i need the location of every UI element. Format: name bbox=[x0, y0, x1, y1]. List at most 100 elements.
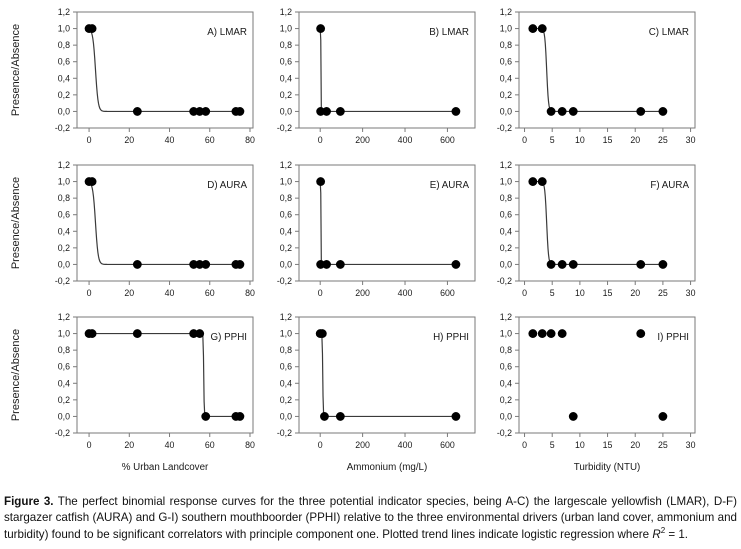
x-tick-label: 25 bbox=[658, 288, 668, 298]
data-point-absence bbox=[658, 260, 668, 269]
y-tick-label: 0,2 bbox=[58, 90, 70, 100]
x-tick-label: 60 bbox=[205, 440, 215, 450]
figure-caption: Figure 3. The perfect binomial response … bbox=[4, 494, 737, 543]
x-tick-label: 0 bbox=[318, 440, 323, 450]
data-point-absence bbox=[322, 107, 331, 116]
trend-line bbox=[532, 180, 663, 266]
y-tick-label: 0,0 bbox=[500, 106, 512, 116]
data-point-absence bbox=[132, 107, 142, 116]
panel-label: F) AURA bbox=[650, 180, 689, 191]
caption-figure-number: Figure 3. bbox=[4, 495, 54, 508]
caption-body-text: The perfect binomial response curves for… bbox=[4, 495, 737, 541]
caption-r-symbol: R bbox=[652, 527, 661, 541]
x-tick-label: 15 bbox=[603, 288, 613, 298]
data-point-absence bbox=[201, 107, 211, 116]
panel-label: G) PPHI bbox=[211, 332, 247, 343]
y-tick-label: 1,2 bbox=[500, 160, 512, 170]
data-point-presence bbox=[87, 177, 97, 186]
y-tick-label: 0,0 bbox=[58, 411, 70, 421]
y-tick-label: 1,2 bbox=[500, 312, 512, 322]
y-tick-label: -0,2 bbox=[55, 428, 70, 438]
y-tick-label: 1,2 bbox=[280, 312, 292, 322]
panel-label: C) LMAR bbox=[649, 27, 689, 38]
y-tick-label: -0,2 bbox=[277, 276, 292, 286]
x-tick-label: 20 bbox=[124, 135, 134, 145]
data-point-absence bbox=[201, 412, 211, 421]
y-tick-label: 0,8 bbox=[280, 193, 292, 203]
panel-g-pphi-plot: 1,2 1,0 0,8 0,6 0,4 0,2 0,0 -0,2 0 20 40 60 80 % Urba… bbox=[55, 312, 255, 473]
x-tick-label: 400 bbox=[398, 135, 413, 145]
plot-frame bbox=[298, 11, 476, 129]
trend-line bbox=[320, 332, 456, 418]
x-tick-label: 20 bbox=[124, 440, 134, 450]
y-tick-label: 1,0 bbox=[58, 329, 70, 339]
x-tick-label: 0 bbox=[522, 440, 527, 450]
plot-frame bbox=[76, 316, 254, 434]
y-tick-label: 0,2 bbox=[58, 243, 70, 253]
panel-label: D) AURA bbox=[207, 180, 247, 191]
data-point-presence bbox=[189, 329, 199, 338]
y-tick-label: 1,2 bbox=[280, 160, 292, 170]
y-tick-label: -0,2 bbox=[55, 276, 70, 286]
plot-frame bbox=[518, 164, 696, 282]
y-tick-label: 1,2 bbox=[58, 7, 70, 17]
x-tick-label: 0 bbox=[87, 288, 92, 298]
data-point-presence bbox=[546, 329, 556, 338]
data-point-absence bbox=[189, 107, 199, 116]
y-tick-label: 0,6 bbox=[500, 57, 512, 67]
y-tick-label: -0,2 bbox=[497, 428, 512, 438]
x-tick-label: 60 bbox=[205, 135, 215, 145]
y-tick-label: 0,8 bbox=[280, 345, 292, 355]
x-tick-label: 600 bbox=[440, 288, 455, 298]
x-axis-title: % Urban Landcover bbox=[122, 462, 209, 473]
panel-e-aura-plot: 1,2 1,0 0,8 0,6 0,4 0,2 0,0 -0,2 0 200 400 600 E) AU… bbox=[277, 160, 476, 298]
x-tick-label: 5 bbox=[550, 135, 555, 145]
data-point-absence bbox=[451, 412, 461, 421]
y-tick-label: 0,8 bbox=[500, 40, 512, 50]
data-point-presence bbox=[195, 329, 205, 338]
x-tick-label: 20 bbox=[124, 288, 134, 298]
panel-h-pphi-plot: 1,2 1,0 0,8 0,6 0,4 0,2 0,0 -0,2 0 200 400 600 Ammon… bbox=[277, 312, 476, 473]
plot-frame bbox=[298, 316, 476, 434]
data-point-absence bbox=[451, 260, 461, 269]
y-tick-label: 1,0 bbox=[280, 177, 292, 187]
y-tick-label: 1,2 bbox=[280, 7, 292, 17]
y-tick-label: 1,2 bbox=[58, 312, 70, 322]
y-tick-label: 0,2 bbox=[280, 395, 292, 405]
y-tick-label: 0,4 bbox=[58, 73, 70, 83]
x-tick-label: 400 bbox=[398, 288, 413, 298]
data-point-presence bbox=[636, 329, 646, 338]
x-tick-label: 0 bbox=[87, 135, 92, 145]
panel-label: I) PPHI bbox=[657, 332, 689, 343]
trend-line bbox=[319, 28, 456, 113]
x-tick-label: 15 bbox=[603, 440, 613, 450]
x-tick-label: 0 bbox=[522, 135, 527, 145]
panel-label: A) LMAR bbox=[207, 27, 247, 38]
y-axis-title-row-1: Presence/Absence bbox=[10, 23, 22, 117]
x-tick-label: 400 bbox=[398, 440, 413, 450]
y-tick-label: 0,0 bbox=[58, 106, 70, 116]
data-point-absence bbox=[658, 412, 668, 421]
x-tick-label: 200 bbox=[355, 440, 370, 450]
x-tick-label: 0 bbox=[318, 135, 323, 145]
data-point-presence bbox=[537, 24, 547, 33]
y-tick-label: 0,0 bbox=[500, 259, 512, 269]
plot-frame bbox=[76, 11, 254, 129]
y-tick-label: -0,2 bbox=[277, 428, 292, 438]
data-point-absence bbox=[335, 260, 345, 269]
x-tick-label: 200 bbox=[355, 288, 370, 298]
plot-frame bbox=[518, 11, 696, 129]
data-point-absence bbox=[636, 260, 646, 269]
y-tick-label: 0,4 bbox=[58, 378, 70, 388]
y-tick-label: 0,2 bbox=[500, 395, 512, 405]
data-point-absence bbox=[235, 260, 245, 269]
data-point-presence bbox=[528, 177, 538, 186]
x-tick-label: 0 bbox=[87, 440, 92, 450]
data-point-presence bbox=[528, 24, 538, 33]
panel-label: E) AURA bbox=[430, 180, 470, 191]
plot-frame bbox=[298, 164, 476, 282]
x-tick-label: 40 bbox=[165, 440, 175, 450]
x-tick-label: 10 bbox=[575, 440, 585, 450]
x-tick-label: 0 bbox=[318, 288, 323, 298]
y-tick-label: 0,0 bbox=[500, 411, 512, 421]
